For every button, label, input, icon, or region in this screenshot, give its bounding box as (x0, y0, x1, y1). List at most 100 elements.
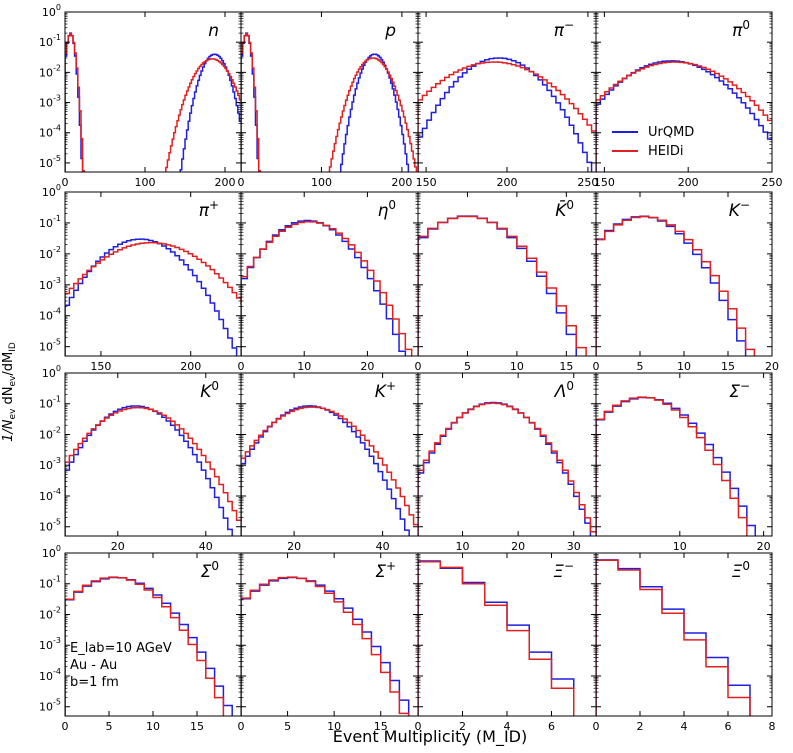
particle-label-sup: + (209, 198, 219, 212)
x-tick-label: 150 (90, 360, 111, 373)
series-urqmd-Xi0 (596, 559, 751, 716)
x-tick-label: 200 (497, 176, 518, 189)
series-heidi-eta0 (241, 220, 413, 356)
y-tick-base: 10 (42, 186, 56, 199)
x-tick-label: 10 (673, 540, 687, 553)
y-tick-exponent: 0 (56, 183, 61, 192)
panel-p: 0 100 200 p (238, 11, 419, 189)
particle-label: p (384, 21, 396, 41)
panel-frame (417, 552, 597, 717)
series-heidi-p (241, 33, 418, 172)
x-tick-label: 200 (678, 176, 699, 189)
y-tick-exponent: -1 (53, 395, 61, 404)
series-heidi-Lambda0 (418, 402, 596, 536)
y-tick-base: 10 (39, 248, 53, 261)
series-heidi-Xi0 (596, 559, 751, 716)
x-tick-label: 5 (106, 720, 113, 733)
particle-label-main: Ξ (553, 562, 564, 582)
particle-label-sup: − (564, 559, 574, 573)
y-tick-label: 100 (42, 183, 61, 199)
series-heidi-K0 (65, 406, 241, 536)
panel-pi-: 150 200 250 π− (416, 11, 598, 189)
y-tick-label: 10-5 (39, 698, 61, 714)
particle-label: Σ− (729, 379, 750, 402)
x-tick-label: 20 (111, 540, 125, 553)
particle-label-main: p (384, 21, 396, 41)
y-tick-label: 10-1 (39, 33, 61, 49)
x-tick-label: 15 (559, 360, 573, 373)
panel-frame (240, 191, 419, 357)
y-tick-exponent: -3 (53, 276, 61, 285)
particle-label-sup: − (740, 379, 750, 393)
y-tick-exponent: -5 (53, 154, 61, 163)
x-tick-label: 0 (238, 720, 245, 733)
panel-K-: 0 5 10 15 20 K− (593, 191, 779, 373)
y-tick-exponent: -3 (53, 94, 61, 103)
y-tick-exponent: -4 (53, 307, 61, 316)
y-tick-exponent: -3 (53, 456, 61, 465)
x-tick-label: 15 (374, 720, 388, 733)
y-tick-exponent: -1 (53, 575, 61, 584)
y-tick-exponent: -2 (53, 425, 61, 434)
y-tick-exponent: 0 (56, 364, 61, 373)
y-tick-exponent: -4 (53, 667, 61, 676)
series-heidi-antiK0 (418, 215, 587, 356)
particle-label: K− (729, 198, 750, 221)
y-tick-exponent: -2 (53, 605, 61, 614)
series-urqmd-Sigma- (596, 396, 756, 536)
particle-label-sup: 0 (742, 18, 750, 32)
panel-frame (64, 372, 242, 537)
particle-label: Σ+ (375, 559, 396, 582)
particle-label-sup: − (740, 198, 750, 212)
y-tick-label: 10-5 (39, 518, 61, 534)
y-tick-label: 10-4 (39, 307, 61, 323)
particle-label-main: Ξ (732, 562, 743, 582)
x-tick-label: 10 (146, 720, 160, 733)
particle-label-main: Λ (553, 382, 567, 402)
y-tick-label: 10-4 (39, 124, 61, 140)
particle-label-main: K (375, 382, 388, 402)
x-tick-label: 20 (360, 360, 374, 373)
x-tick-label: 6 (725, 720, 732, 733)
y-tick-label: 10-1 (39, 395, 61, 411)
series-heidi-K+ (241, 406, 418, 536)
y-tick-exponent: -4 (53, 487, 61, 496)
y-tick-base: 10 (39, 490, 53, 503)
particle-label: η0 (378, 198, 396, 221)
x-tick-label: 20 (287, 540, 301, 553)
series-heidi-Sigma+ (241, 576, 410, 716)
particle-label-main: K̄ (555, 199, 568, 221)
x-tick-label: 30 (567, 540, 581, 553)
particle-label-main: n (208, 21, 219, 41)
y-tick-label: 10-3 (39, 456, 61, 472)
y-tick-base: 10 (39, 701, 53, 714)
particle-label-sup: 0 (211, 559, 219, 573)
x-tick-label: 5 (464, 360, 471, 373)
y-tick-exponent: -3 (53, 636, 61, 645)
y-tick-base: 10 (42, 6, 56, 19)
y-tick-label: 10-3 (39, 636, 61, 652)
panel-frame (417, 191, 597, 357)
particle-label-sup: 0 (388, 198, 396, 212)
y-tick-label: 10-3 (39, 276, 61, 292)
x-tick-label: 0 (593, 720, 600, 733)
particle-label-main: η (378, 201, 389, 221)
y-tick-label: 10-1 (39, 575, 61, 591)
y-tick-base: 10 (39, 459, 53, 472)
series-heidi-Sigma- (596, 396, 748, 536)
series-urqmd-Sigma+ (241, 576, 410, 716)
y-tick-label: 10-2 (39, 425, 61, 441)
x-tick-label: 200 (391, 176, 412, 189)
x-axis-label: Event Multiplicity (M_ID) (333, 727, 527, 747)
y-tick-base: 10 (39, 279, 53, 292)
panel-K+: 20 40 K+ (240, 372, 419, 553)
y-tick-label: 100 (42, 544, 61, 560)
particle-label: K0 (200, 379, 219, 402)
y-tick-exponent: -5 (53, 698, 61, 707)
